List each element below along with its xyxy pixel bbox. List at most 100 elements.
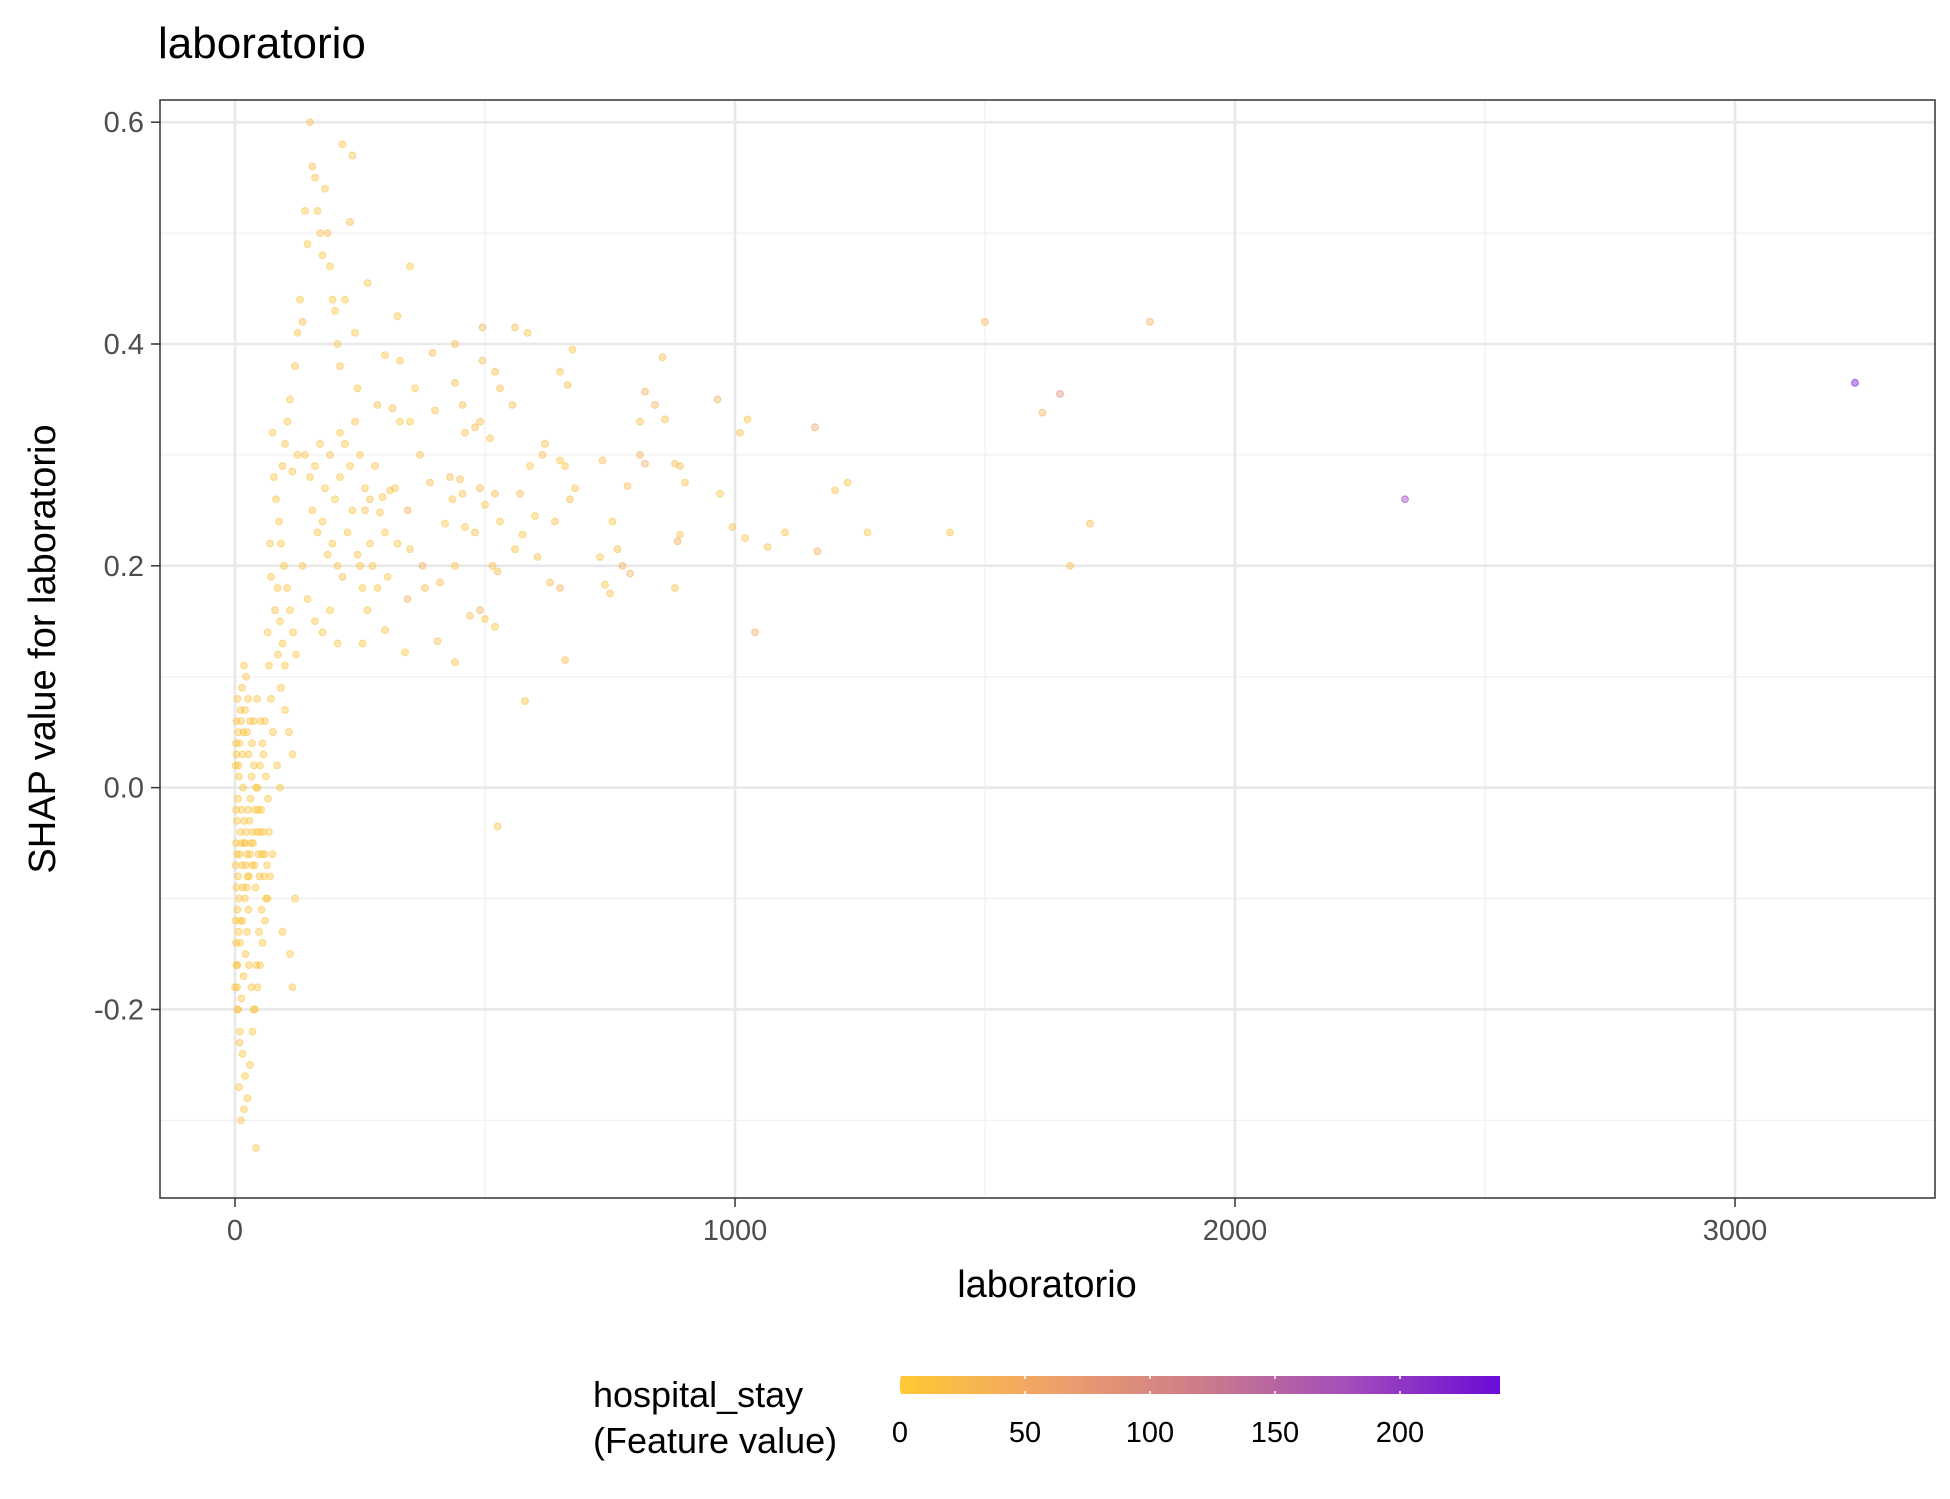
data-point [301,207,309,215]
data-point [291,894,299,903]
data-point [681,478,689,487]
data-point [275,517,283,526]
data-point [243,927,251,936]
data-point [418,561,427,570]
data-point [356,561,364,570]
data-point [981,317,989,326]
data-point [318,251,327,260]
data-point [239,972,248,981]
data-point [326,262,334,271]
data-point [234,927,243,936]
data-point [272,495,280,504]
data-point [428,348,437,357]
data-point [526,462,534,470]
data-point [751,628,759,637]
data-point [538,451,547,459]
data-point [241,1072,249,1080]
data-point [471,528,479,537]
data-point [232,750,241,759]
data-point [268,850,277,859]
data-point [256,761,264,770]
data-point [743,415,752,424]
data-point [516,489,524,498]
data-point [286,950,294,958]
data-point [246,1061,254,1069]
data-point [262,894,270,903]
data-point [763,543,772,551]
data-point [636,451,644,459]
data-point [451,378,459,387]
data-point [303,240,312,249]
data-point [361,484,369,493]
data-point [268,428,277,437]
data-point [249,1005,258,1014]
data-point [253,695,261,703]
data-point [338,140,347,149]
data-point [351,417,359,426]
data-point [234,794,242,803]
data-point [531,512,539,520]
data-point [476,606,484,615]
data-point [491,489,499,498]
data-point [234,872,242,881]
data-point [253,828,261,836]
plot-border [159,99,1936,1199]
data-point [471,423,479,432]
data-point [274,650,282,659]
data-point [240,661,248,670]
data-point [244,695,252,703]
data-point [481,500,489,509]
data-point [376,508,384,517]
data-point [243,1094,252,1103]
data-point [288,467,297,476]
data-point [406,262,414,271]
data-point [381,626,389,635]
data-point [238,861,246,870]
data-point [238,683,246,692]
data-point [267,573,275,581]
data-point [618,561,627,570]
data-point [283,417,292,426]
data-point [291,362,299,371]
data-point [458,401,467,409]
data-point [491,367,499,376]
data-point [401,648,409,657]
data-point [237,717,245,725]
x-axis-ticks: 0 1000 2000 3000 [227,1198,1767,1247]
data-point [321,184,329,193]
data-point [239,783,247,792]
legend-title-line1: hospital_stay [593,1374,803,1415]
data-point [571,484,579,493]
data-point [321,484,329,493]
data-point [231,983,239,992]
y-tick-label: 0.0 [104,773,144,805]
data-point [273,584,282,592]
data-point [289,628,297,637]
data-point [1146,317,1154,326]
data-point [333,340,342,348]
data-point [728,523,737,531]
data-point [508,401,517,409]
data-point [252,783,260,792]
data-point [271,606,279,615]
legend-title-line2: (Feature value) [593,1420,837,1461]
data-point [658,353,667,362]
data-point [598,456,607,465]
data-point [292,650,300,659]
data-point [328,295,337,304]
data-point [241,894,249,903]
data-point [232,939,240,947]
data-point [741,534,749,542]
data-point [298,561,307,570]
data-point [241,950,250,958]
data-point [781,528,789,537]
data-point [233,817,241,825]
data-point [265,828,273,836]
data-point [331,495,339,504]
legend-tick-label: 200 [1376,1417,1424,1449]
data-point [606,589,614,598]
data-point [523,329,532,337]
data-point [601,580,609,589]
data-point [245,961,253,969]
data-point [371,462,379,470]
